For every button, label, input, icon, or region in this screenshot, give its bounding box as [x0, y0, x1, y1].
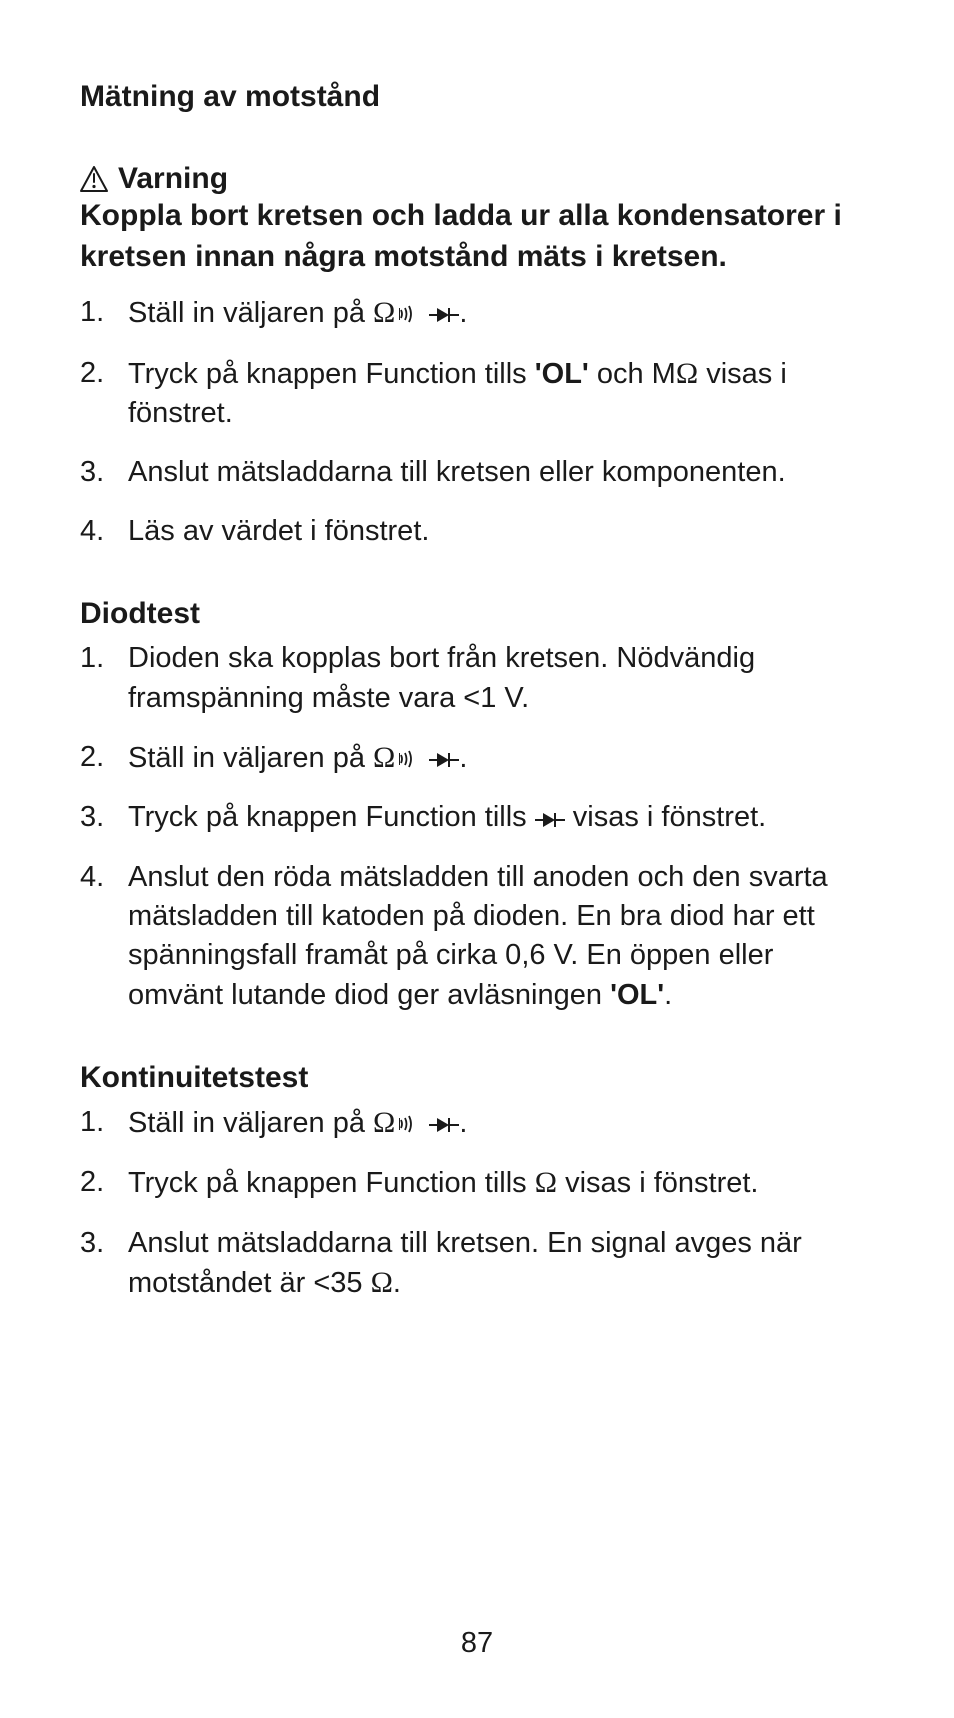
step-text: Ställ in väljaren på — [128, 297, 373, 329]
diode-steps: Dioden ska kopplas bort från kretsen. Nö… — [80, 639, 860, 1014]
ohm-icon: Ω — [535, 1166, 557, 1199]
continuity-icon — [399, 296, 425, 335]
step-text-end: visas i fönstret. — [557, 1167, 758, 1199]
ohm-icon: Ω — [373, 738, 395, 779]
warning-heading: Varning — [80, 162, 860, 196]
diode-icon — [429, 296, 459, 335]
list-item: Dioden ska kopplas bort från kretsen. Nö… — [80, 639, 860, 717]
warning-icon — [80, 166, 108, 192]
step-text: Tryck på knappen Function tills — [128, 358, 535, 390]
ol-label: 'OL' — [535, 358, 589, 390]
list-item: Tryck på knappen Function tills 'OL' och… — [80, 354, 860, 434]
list-item: Läs av värdet i fönstret. — [80, 512, 860, 551]
step-text: Ställ in väljaren på — [128, 1107, 373, 1139]
ol-label: 'OL' — [610, 979, 664, 1011]
list-item: Ställ in väljaren på Ω . — [80, 293, 860, 334]
list-item: Tryck på knappen Function tills Ω visas … — [80, 1163, 860, 1204]
list-item: Tryck på knappen Function tills visas i … — [80, 798, 860, 838]
step-text-end: . — [459, 742, 467, 774]
diode-icon — [535, 801, 565, 840]
continuity-heading: Kontinuitetstest — [80, 1061, 860, 1095]
resistance-steps: Ställ in väljaren på Ω . Tryck på knappe… — [80, 293, 860, 551]
step-text-end: . — [393, 1267, 401, 1299]
step-text: Anslut mätsladdarna till kretsen. En sig… — [128, 1227, 802, 1299]
mode-symbols: Ω — [373, 293, 459, 334]
warning-label: Varning — [118, 162, 228, 196]
section-title: Mätning av motstånd — [80, 80, 860, 114]
ohm-icon: Ω — [373, 293, 395, 334]
manual-page: Mätning av motstånd Varning Koppla bort … — [80, 80, 860, 1303]
step-text-end: . — [664, 979, 672, 1011]
step-text-end: . — [459, 297, 467, 329]
continuity-steps: Ställ in väljaren på Ω . Tryck på knappe… — [80, 1103, 860, 1304]
list-item: Ställ in väljaren på Ω . — [80, 738, 860, 779]
continuity-icon — [399, 741, 425, 780]
list-item: Ställ in väljaren på Ω . — [80, 1103, 860, 1144]
step-text: Tryck på knappen Function tills — [128, 1167, 535, 1199]
step-text: Anslut den röda mätsladden till anoden o… — [128, 861, 828, 1010]
list-item: Anslut mätsladdarna till kretsen. En sig… — [80, 1224, 860, 1304]
mode-symbols: Ω — [373, 738, 459, 779]
step-text-mid: och M — [589, 358, 676, 390]
ohm-icon: Ω — [371, 1266, 393, 1299]
step-text: Tryck på knappen Function tills — [128, 801, 535, 833]
continuity-icon — [399, 1106, 425, 1145]
warning-body: Koppla bort kretsen och ladda ur alla ko… — [80, 196, 860, 277]
step-text: Ställ in väljaren på — [128, 742, 373, 774]
page-number: 87 — [0, 1627, 954, 1660]
list-item: Anslut den röda mätsladden till anoden o… — [80, 858, 860, 1015]
diode-heading: Diodtest — [80, 597, 860, 631]
diode-icon — [429, 741, 459, 780]
ohm-icon: Ω — [373, 1103, 395, 1144]
mode-symbols: Ω — [373, 1103, 459, 1144]
diode-icon — [429, 1106, 459, 1145]
ohm-icon: Ω — [676, 357, 698, 390]
step-text-end: . — [459, 1107, 467, 1139]
list-item: Anslut mätsladdarna till kretsen eller k… — [80, 453, 860, 492]
step-text-end: visas i fönstret. — [565, 801, 766, 833]
